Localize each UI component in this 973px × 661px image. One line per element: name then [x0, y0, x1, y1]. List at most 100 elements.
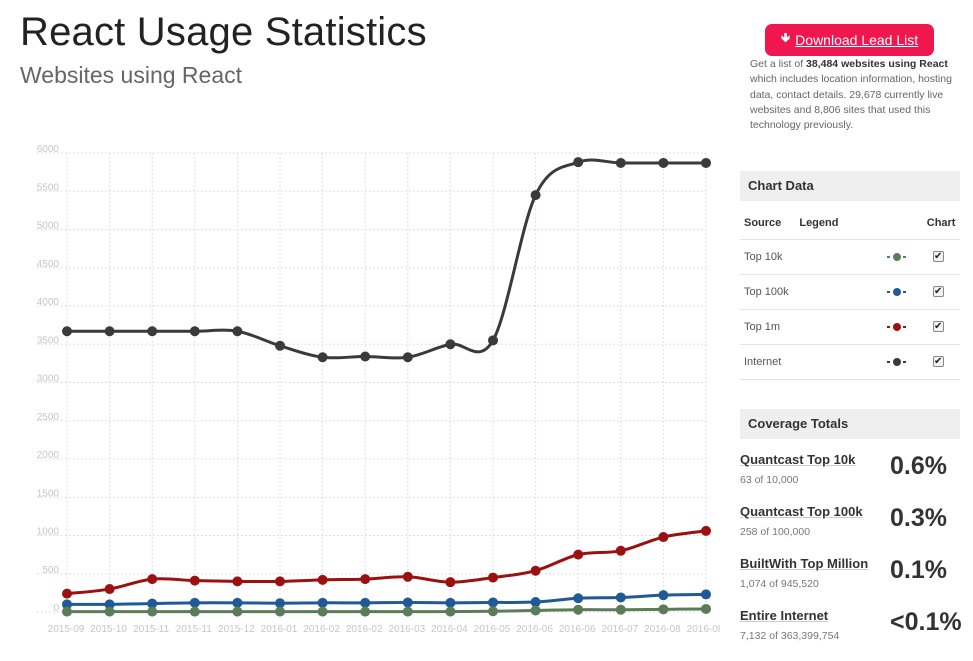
x-tick-label: 2015-11	[133, 624, 169, 635]
x-tick-label: 2016-07	[601, 624, 638, 635]
chart-data-header-row: Source Legend Chart	[740, 207, 960, 240]
y-tick-label: 0	[53, 603, 59, 614]
legend-cell	[795, 344, 923, 380]
chart-data-title: Chart Data	[740, 171, 960, 201]
data-point-internet	[445, 339, 456, 350]
lead-technology: React	[919, 58, 948, 70]
chart-toggle-cell: ✔	[922, 309, 960, 345]
chart-svg: 0 500 1000 1500 2000 2500 3000 3500 4000 4500 5000…	[37, 144, 720, 635]
source-label: Top 100k	[740, 274, 796, 310]
data-point-top-10k	[658, 604, 669, 615]
legend-swatch-icon	[887, 287, 907, 297]
coverage-percent: <0.1%	[890, 608, 962, 636]
data-point-top-1m	[189, 575, 200, 586]
chart-toggle-checkbox[interactable]: ✔	[932, 321, 944, 333]
legend-swatch-icon	[887, 357, 907, 367]
lead-count: 38,484 websites using	[806, 58, 917, 70]
coverage-totals-title: Coverage Totals	[740, 409, 960, 439]
x-tick-label: 2016-06	[516, 624, 553, 635]
download-arrow-icon: 🢃	[780, 30, 791, 45]
y-tick-label: 2000	[37, 450, 60, 461]
y-tick-label: 3000	[37, 374, 60, 385]
chart-data-row: Internet ✔	[740, 344, 960, 380]
data-point-top-100k	[275, 598, 285, 609]
page-subtitle: Websites using React	[20, 62, 243, 88]
download-button-label: Download Lead List	[795, 32, 919, 48]
data-point-top-10k	[445, 606, 456, 617]
download-lead-list-button[interactable]: 🢃 Download Lead List	[765, 24, 934, 56]
coverage-source-link[interactable]: Quantcast Top 100k	[740, 504, 863, 519]
coverage-item: BuiltWith Top Million 1,074 of 945,520 0.1…	[740, 556, 970, 606]
chart-toggle-checkbox[interactable]: ✔	[932, 286, 944, 298]
data-point-top-100k	[488, 597, 498, 608]
data-point-top-10k	[147, 606, 158, 617]
coverage-source-link[interactable]: BuiltWith Top Million	[740, 556, 869, 571]
x-tick-label: 2016-05	[474, 624, 511, 635]
data-point-top-10k	[701, 603, 711, 614]
data-point-internet	[530, 190, 541, 201]
data-point-internet	[615, 157, 626, 168]
y-tick-label: 4500	[37, 259, 60, 270]
data-point-top-1m	[701, 525, 711, 536]
data-point-top-10k	[488, 606, 498, 617]
x-tick-label: 2016-02	[303, 624, 340, 635]
coverage-detail: 7,132 of 363,399,754	[740, 630, 840, 642]
chart-toggle-cell: ✔	[922, 344, 960, 380]
chart-data-row: Top 1m ✔	[740, 309, 960, 345]
data-point-top-10k	[615, 604, 626, 615]
data-point-internet	[402, 352, 413, 363]
y-tick-label: 5500	[37, 182, 60, 193]
coverage-source-link[interactable]: Entire Internet	[740, 608, 829, 623]
lead-description: Get a list of 38,484 websites using Reac…	[750, 58, 952, 132]
coverage-totals-panel: Coverage Totals Quantcast Top 10k 63 of 1…	[740, 409, 962, 659]
data-point-top-1m	[402, 571, 413, 582]
x-tick-label: 2016-01	[261, 624, 298, 635]
x-tick-label: 2016-02	[346, 624, 383, 635]
data-point-top-10k	[573, 604, 584, 615]
data-point-top-1m	[275, 576, 285, 587]
data-point-top-1m	[62, 588, 72, 599]
chart-toggle-checkbox[interactable]: ✔	[932, 356, 944, 368]
data-point-top-1m	[488, 572, 498, 583]
chart-data-table: Source Legend Chart Top 10k ✔ Top 100k ✔ Top…	[740, 207, 960, 380]
data-point-internet	[360, 351, 371, 362]
data-point-internet	[658, 157, 669, 168]
col-source: Source	[740, 207, 796, 240]
series-line-top-100k	[66, 592, 707, 606]
chart-toggle-checkbox[interactable]: ✔	[932, 251, 944, 263]
legend-swatch-icon	[887, 252, 907, 262]
data-point-top-10k	[402, 606, 413, 617]
coverage-detail: 63 of 10,000	[740, 474, 799, 486]
coverage-source-link[interactable]: Quantcast Top 10k	[740, 452, 856, 467]
data-point-internet	[573, 157, 584, 168]
y-tick-label: 4000	[37, 297, 60, 308]
data-point-top-1m	[317, 574, 328, 585]
data-point-internet	[232, 326, 243, 337]
data-point-internet	[317, 352, 328, 363]
data-point-top-1m	[573, 549, 584, 560]
chart-toggle-cell: ✔	[922, 239, 960, 275]
data-point-top-10k	[317, 606, 328, 617]
data-point-top-100k	[658, 590, 669, 601]
data-point-top-10k	[62, 606, 72, 617]
data-point-top-1m	[232, 576, 243, 587]
data-point-internet	[488, 335, 498, 346]
x-tick-label: 2016-06	[559, 624, 596, 635]
x-tick-label: 2016-03	[388, 624, 425, 635]
legend-swatch-icon	[887, 322, 907, 332]
data-point-top-100k	[701, 589, 711, 600]
series-line-top-10k	[67, 607, 707, 614]
data-point-internet	[189, 326, 200, 337]
coverage-percent: 0.6%	[890, 452, 947, 480]
legend-cell	[795, 239, 923, 275]
y-tick-label: 2500	[37, 412, 60, 423]
data-point-top-1m	[360, 574, 371, 585]
data-point-top-100k	[147, 598, 158, 609]
data-point-top-100k	[62, 599, 72, 610]
data-point-top-100k	[317, 597, 328, 608]
data-point-top-100k	[104, 599, 115, 610]
x-tick-label: 2015-12	[218, 624, 255, 635]
y-tick-label: 1500	[37, 488, 60, 499]
series-line-internet	[67, 158, 706, 360]
data-point-top-100k	[189, 597, 200, 608]
